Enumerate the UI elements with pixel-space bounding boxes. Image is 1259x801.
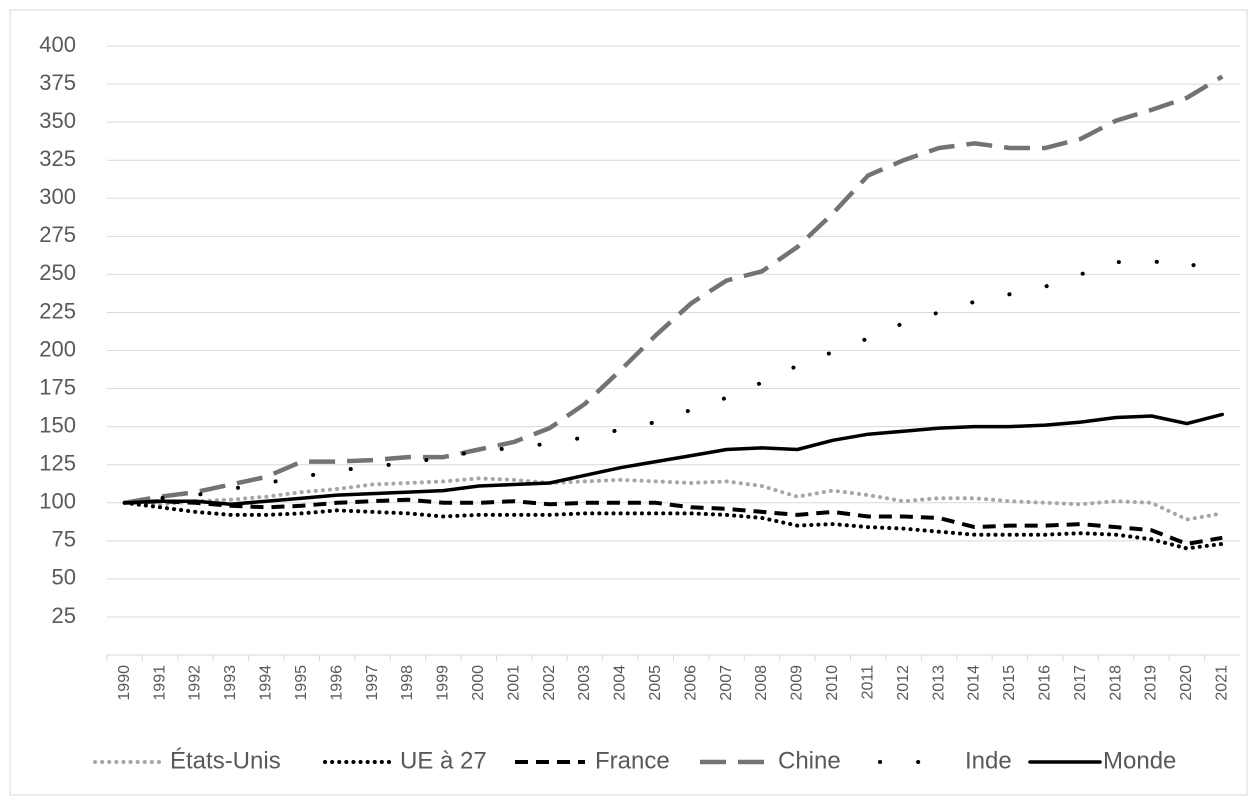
legend-label: États-Unis	[170, 747, 281, 774]
y-tick-label: 275	[39, 222, 76, 247]
y-tick-label: 375	[39, 70, 76, 95]
y-tick-label: 225	[39, 298, 76, 323]
x-tick-label: 1991	[151, 665, 168, 701]
x-tick-label: 1994	[258, 665, 275, 701]
series-line	[122, 500, 1225, 551]
x-tick-label: 1997	[364, 665, 381, 701]
x-tick-label: 2010	[824, 665, 841, 701]
x-tick-label: 2003	[576, 665, 593, 701]
x-tick-label: 2002	[541, 665, 558, 701]
x-tick-label: 1998	[399, 665, 416, 701]
y-tick-label: 175	[39, 374, 76, 399]
x-tick-label: 2015	[1001, 665, 1018, 701]
y-tick-label: 250	[39, 260, 76, 285]
y-tick-label: 50	[52, 565, 76, 590]
y-tick-label: 150	[39, 412, 76, 437]
y-tick-label: 75	[52, 527, 76, 552]
x-tick-label: 2019	[1143, 665, 1160, 701]
x-tick-label: 2009	[789, 665, 806, 701]
x-tick-label: 2001	[505, 665, 522, 701]
x-tick-label: 2006	[682, 665, 699, 701]
x-tick-label: 2020	[1178, 665, 1195, 701]
legend-label: Chine	[778, 747, 841, 774]
x-tick-label: 2007	[718, 665, 735, 701]
x-tick-label: 1995	[293, 665, 310, 701]
x-tick-label: 2000	[470, 665, 487, 701]
legend-label: France	[595, 747, 670, 774]
x-tick-label: 1999	[435, 665, 452, 701]
x-tick-label: 1993	[222, 665, 239, 701]
x-tick-label: 2014	[966, 665, 983, 701]
x-tick-label: 2013	[930, 665, 947, 701]
y-tick-label: 300	[39, 184, 76, 209]
x-tick-label: 2005	[647, 665, 664, 701]
y-tick-label: 400	[39, 32, 76, 57]
x-tick-label: 1996	[328, 665, 345, 701]
x-tick-label: 2017	[1072, 665, 1089, 701]
x-tick-label: 2008	[753, 665, 770, 701]
y-tick-label: 200	[39, 336, 76, 361]
x-tick-label: 2016	[1036, 665, 1053, 701]
chart-border	[9, 9, 1248, 796]
series-line	[122, 412, 1225, 507]
x-tick-label: 2021	[1214, 665, 1231, 701]
legend-label: UE à 27	[400, 747, 487, 774]
y-tick-label: 125	[39, 451, 76, 476]
x-tick-label: 2012	[895, 665, 912, 701]
legend-label: Monde	[1103, 747, 1176, 774]
y-tick-label: 325	[39, 146, 76, 171]
x-tick-label: 2011	[859, 665, 876, 700]
x-tick-label: 2004	[612, 665, 629, 701]
y-tick-label: 25	[52, 603, 76, 628]
legend-label: Inde	[965, 747, 1012, 774]
x-tick-label: 1992	[187, 665, 204, 701]
x-tick-label: 1990	[116, 665, 133, 701]
y-tick-label: 100	[39, 489, 76, 514]
series-line	[122, 476, 1225, 522]
y-tick-label: 350	[39, 108, 76, 133]
series-line	[124, 497, 1223, 546]
x-tick-label: 2018	[1107, 665, 1124, 701]
